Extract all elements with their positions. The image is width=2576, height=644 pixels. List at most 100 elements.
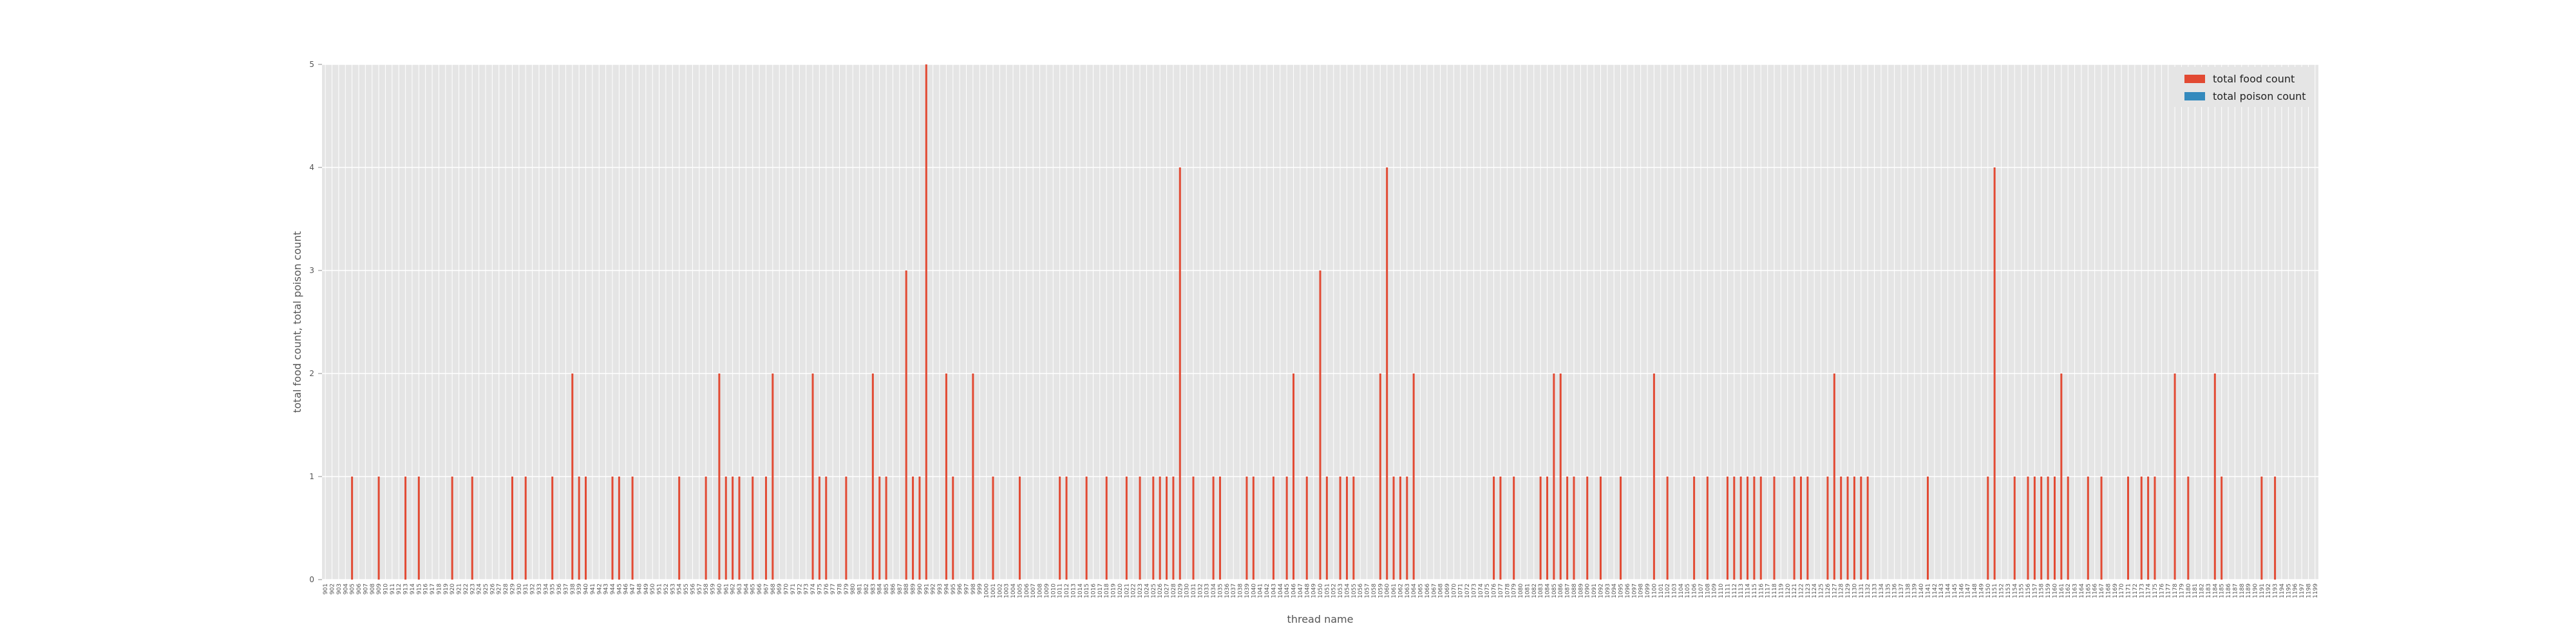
x-tick-label: 1072 <box>1464 583 1471 598</box>
x-tick-label: 1055 <box>1351 583 1358 598</box>
x-tick-label: 1002 <box>997 583 1003 598</box>
x-tick-label: 982 <box>864 583 870 594</box>
x-tick-label: 1029 <box>1177 583 1184 598</box>
bar <box>2013 477 2016 580</box>
bar <box>1826 477 1829 580</box>
bar <box>2154 477 2156 580</box>
bar <box>1065 477 1068 580</box>
x-tick-label: 928 <box>503 583 509 594</box>
x-tick-label: 930 <box>516 583 523 594</box>
y-tick-label: 0 <box>309 575 314 584</box>
x-tick-label: 1187 <box>2232 583 2239 598</box>
x-tick-label: 948 <box>636 583 643 594</box>
x-tick-label: 1178 <box>2172 583 2179 598</box>
x-tick-label: 913 <box>403 583 410 594</box>
bar <box>1853 477 1855 580</box>
bar <box>1325 477 1328 580</box>
bar <box>678 477 681 580</box>
x-tick-label: 973 <box>804 583 810 594</box>
x-tick-label: 1129 <box>1845 583 1852 598</box>
x-tick-label: 1118 <box>1772 583 1778 598</box>
bar <box>1218 477 1221 580</box>
x-tick-label: 1071 <box>1458 583 1464 598</box>
x-tick-label: 1046 <box>1291 583 1298 598</box>
bar <box>1252 477 1255 580</box>
bar <box>1379 374 1381 580</box>
x-tick-label: 1105 <box>1685 583 1691 598</box>
x-tick-label: 1080 <box>1518 583 1524 598</box>
x-tick-label: 1040 <box>1251 583 1257 598</box>
x-tick-label: 1093 <box>1605 583 1611 598</box>
x-tick-label: 1077 <box>1498 583 1504 598</box>
x-tick-label: 990 <box>917 583 923 594</box>
x-tick-label: 924 <box>477 583 483 594</box>
x-tick-label: 965 <box>750 583 757 594</box>
x-tick-label: 984 <box>877 583 884 594</box>
x-tick-label: 959 <box>710 583 717 594</box>
x-tick-label: 1113 <box>1738 583 1745 598</box>
x-tick-label: 1185 <box>2219 583 2226 598</box>
bar <box>1059 477 1061 580</box>
bar <box>1245 477 1248 580</box>
x-tick-label: 950 <box>650 583 656 594</box>
x-tick-label: 1060 <box>1385 583 1391 598</box>
x-tick-label: 1014 <box>1077 583 1084 598</box>
x-tick-label: 1132 <box>1865 583 1871 598</box>
x-tick-label: 991 <box>923 583 930 594</box>
x-tick-label: 1135 <box>1885 583 1891 598</box>
legend-label-food: total food count <box>2213 73 2295 85</box>
x-tick-label: 1008 <box>1037 583 1044 598</box>
bar <box>1085 477 1088 580</box>
x-tick-label: 1005 <box>1017 583 1023 598</box>
x-tick-label: 1146 <box>1958 583 1965 598</box>
x-tick-label: 1158 <box>2039 583 2045 598</box>
x-tick-label: 1070 <box>1451 583 1457 598</box>
x-tick-label: 1107 <box>1698 583 1705 598</box>
x-tick-label: 1130 <box>1852 583 1858 598</box>
bar <box>2260 477 2263 580</box>
x-tick-label: 1172 <box>2132 583 2139 598</box>
x-tick-label: 955 <box>683 583 690 594</box>
bar <box>2187 477 2190 580</box>
x-tick-label: 1010 <box>1050 583 1057 598</box>
x-tick-label: 938 <box>570 583 576 594</box>
x-tick-label: 1069 <box>1444 583 1451 598</box>
bar <box>1018 477 1021 580</box>
x-tick-label: 957 <box>697 583 703 594</box>
bar <box>1152 477 1155 580</box>
x-tick-label: 1039 <box>1244 583 1251 598</box>
x-tick-label: 1052 <box>1331 583 1338 598</box>
x-tick-label: 926 <box>489 583 496 594</box>
x-tick-label: 1141 <box>1925 583 1931 598</box>
x-tick-label: 917 <box>430 583 436 594</box>
bar <box>992 477 994 580</box>
x-tick-label: 1056 <box>1358 583 1364 598</box>
bar <box>451 477 453 580</box>
x-tick-label: 929 <box>509 583 516 594</box>
x-tick-label: 907 <box>363 583 369 594</box>
x-tick-label: 1189 <box>2246 583 2252 598</box>
x-tick-label: 1090 <box>1585 583 1591 598</box>
x-tick-label: 1094 <box>1611 583 1618 598</box>
x-tick-label: 1167 <box>2099 583 2105 598</box>
bar <box>1573 477 1575 580</box>
bar <box>871 374 874 580</box>
x-tick-label: 1177 <box>2166 583 2172 598</box>
x-tick-label: 997 <box>964 583 971 594</box>
bar <box>1493 477 1495 580</box>
bar <box>1272 477 1274 580</box>
x-tick-label: 951 <box>657 583 663 594</box>
x-axis-ticks: 901 902 903 904 905 906 907 908 909 910 911 912 913 9… <box>323 583 2319 598</box>
x-tick-label: 968 <box>770 583 777 594</box>
x-tick-label: 1186 <box>2226 583 2232 598</box>
bar <box>1793 477 1795 580</box>
x-tick-label: 945 <box>616 583 623 594</box>
x-tick-label: 1125 <box>1819 583 1825 598</box>
x-tick-label: 1087 <box>1565 583 1571 598</box>
x-tick-label: 1191 <box>2259 583 2266 598</box>
bar <box>404 477 407 580</box>
x-tick-label: 963 <box>737 583 743 594</box>
x-tick-label: 911 <box>390 583 396 594</box>
bar <box>1553 374 1555 580</box>
x-tick-label: 1092 <box>1598 583 1604 598</box>
